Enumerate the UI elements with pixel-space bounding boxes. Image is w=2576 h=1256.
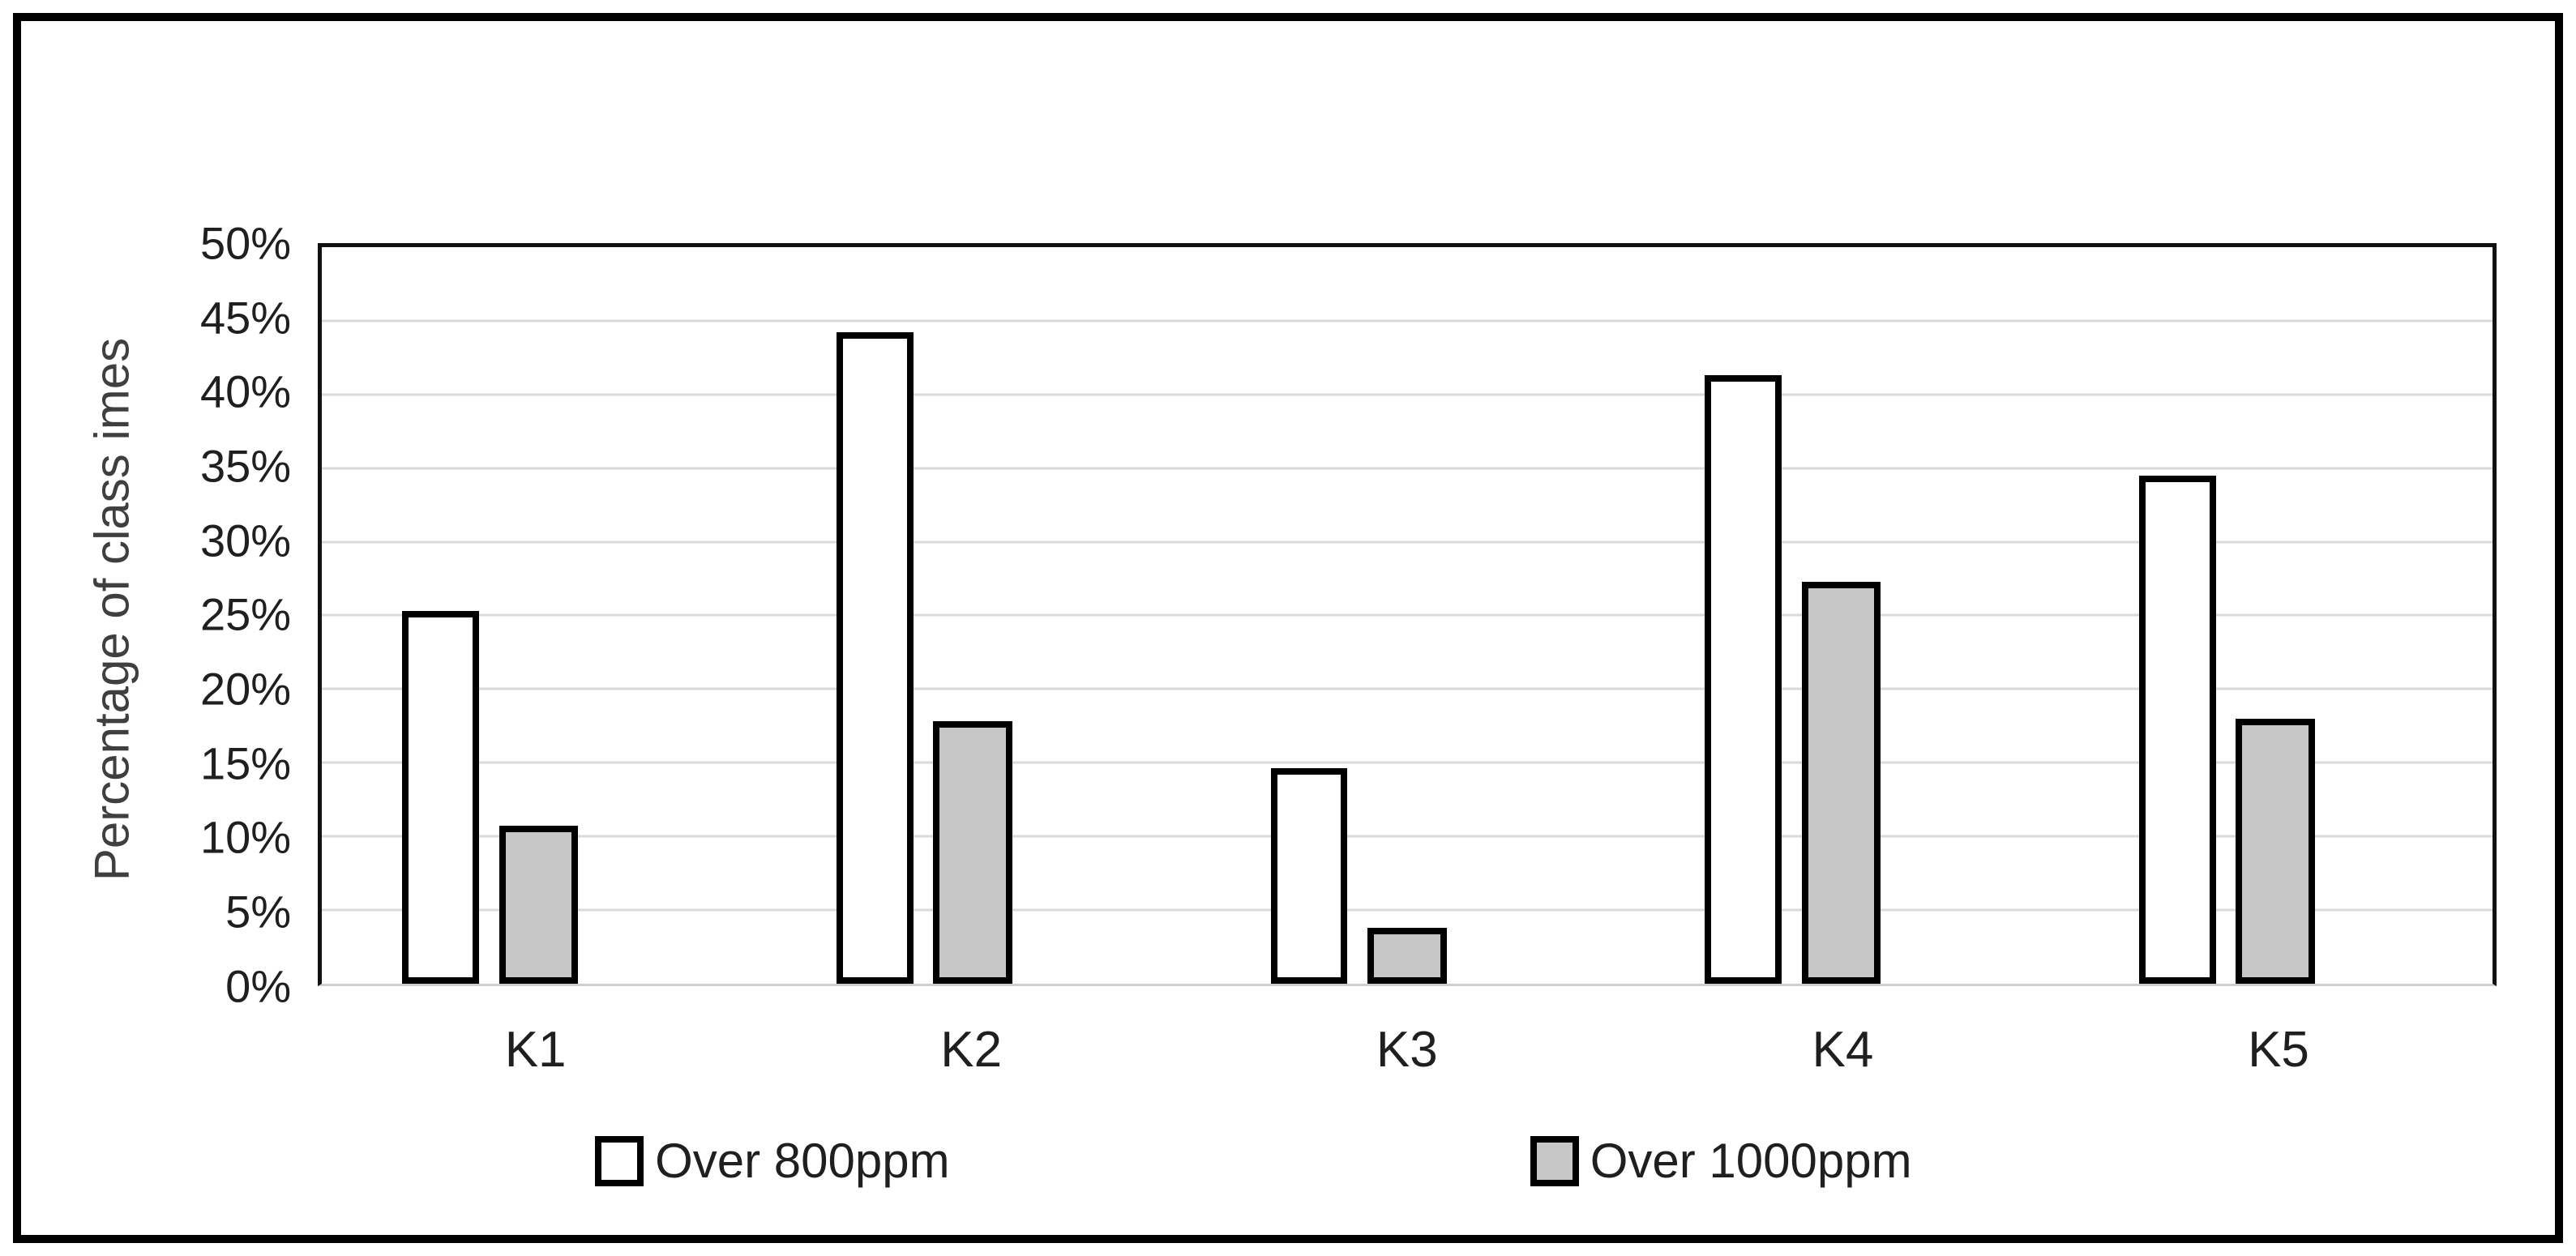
bar-k4-over-1000ppm [1801,581,1881,984]
y-axis-ticks: 0% 5% 10% 15% 20% 25% 30% 35% 40% 45% 50% [0,217,292,1011]
x-category-label-k3: K3 [1376,1022,1438,1079]
y-tick-label: 5% [225,886,292,938]
legend-item-over-800ppm: Over 800ppm [595,1134,950,1188]
gridline [321,835,2493,838]
y-tick-label: 25% [200,588,292,640]
x-axis-labels: K1 K2 K3 K4 K5 [318,1021,2497,1094]
gridline [321,687,2493,690]
bar-k2-over-800ppm [837,332,914,984]
y-tick-label: 45% [200,292,292,344]
bars-layer [322,247,2493,984]
bar-k3-over-1000ppm [1367,927,1447,984]
bar-k4-over-800ppm [1705,375,1782,984]
legend-marker-over-800ppm [595,1135,644,1186]
y-tick-label: 35% [200,440,292,492]
bar-k2-over-1000ppm [933,721,1012,984]
bar-k5-over-800ppm [2138,475,2216,984]
bar-k1-over-800ppm [402,610,480,984]
y-tick-label: 30% [200,515,292,566]
gridline [321,467,2493,470]
bar-k3-over-800ppm [1270,768,1348,984]
y-tick-label: 10% [200,811,292,863]
y-tick-label: 15% [200,737,292,789]
gridline [321,761,2493,764]
y-tick-label: 50% [200,217,292,269]
x-category-label-k4: K4 [1812,1022,1874,1079]
x-category-label-k1: K1 [504,1022,567,1079]
gridline [321,613,2493,617]
plot-area [317,242,2497,986]
y-tick-label: 40% [200,365,292,417]
gridline [321,540,2493,543]
gridline [321,393,2493,396]
legend-item-over-1000ppm: Over 1000ppm [1530,1134,1912,1188]
legend-label-over-800ppm: Over 800ppm [655,1134,950,1189]
gridline [321,908,2493,912]
gridline [321,319,2493,323]
y-tick-label: 20% [200,663,292,715]
y-tick-label: 0% [225,960,292,1012]
x-category-label-k5: K5 [2248,1022,2309,1079]
bar-k1-over-1000ppm [499,826,579,984]
x-category-label-k2: K2 [940,1022,1003,1079]
legend-label-over-1000ppm: Over 1000ppm [1590,1134,1912,1189]
bar-k5-over-1000ppm [2236,718,2315,984]
legend-marker-over-1000ppm [1530,1135,1579,1186]
